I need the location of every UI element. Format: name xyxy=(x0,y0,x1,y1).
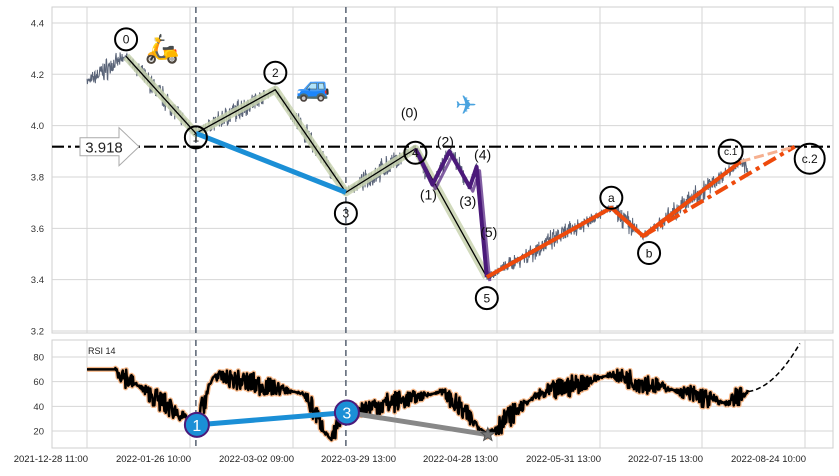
divergence-line xyxy=(196,410,348,428)
subwave-label: (2) xyxy=(437,133,454,149)
subwave-label: (4) xyxy=(474,147,491,163)
subwave-label: (5) xyxy=(480,224,497,240)
price-frame xyxy=(51,6,834,334)
target-level-label: 3.918 xyxy=(85,140,123,157)
y-tick-label: 20 xyxy=(33,427,44,438)
wave-label: 1 xyxy=(193,131,200,145)
correction-light-projection xyxy=(740,145,796,164)
x-tick-label: 2022-01-26 10:00 xyxy=(116,454,191,465)
x-tick-label: 2022-07-15 13:00 xyxy=(628,454,703,465)
correction-label-circle xyxy=(717,138,744,165)
correction-label: c.1 xyxy=(724,147,738,158)
wave-label-circle xyxy=(474,286,499,311)
correction-line xyxy=(485,159,742,279)
y-tick-label: 3.8 xyxy=(31,172,44,183)
divergence-star-line xyxy=(346,410,489,438)
x-tick-label: 2022-05-31 13:00 xyxy=(526,454,601,465)
star-icon xyxy=(479,426,496,442)
wave-label: 4 xyxy=(412,146,419,160)
x-tick-label: 2022-03-29 13:00 xyxy=(321,454,396,465)
price-panel: 3.2 3.4 3.6 3.8 4.0 4.2 4.4 3.918 0 1 2 3 4 5 (0) (1) (2… xyxy=(31,6,834,338)
y-tick-label: 3.6 xyxy=(31,224,44,235)
wave-label-circle xyxy=(114,27,139,52)
correction-label: b xyxy=(646,246,653,260)
correction-label-circle xyxy=(793,142,826,175)
scooter-icon: 🛵 xyxy=(145,33,180,65)
airplane-icon: ✈ xyxy=(455,90,477,120)
wave-label-circle xyxy=(263,60,288,85)
divergence-point xyxy=(333,399,360,426)
subwave-line-2 xyxy=(417,152,492,282)
y-tick-label: 4.0 xyxy=(31,121,44,132)
wave-label: 0 xyxy=(123,33,130,47)
rsi-panel: 20 40 60 80 RSI 14 1 3 xyxy=(33,339,834,449)
wave-label-circle xyxy=(183,125,208,150)
wave-label: 5 xyxy=(483,291,490,305)
subwave-label: (0) xyxy=(401,105,418,121)
wave-label-circle xyxy=(333,201,358,226)
wave-1-3-line xyxy=(194,131,347,195)
y-tick-label: 4.4 xyxy=(31,18,44,29)
correction-label: c.2 xyxy=(802,152,818,166)
divergence-point xyxy=(183,411,210,438)
y-tick-label: 3.4 xyxy=(31,275,44,286)
x-tick-label: 2022-08-24 10:00 xyxy=(731,454,806,465)
y-tick-label: 40 xyxy=(33,402,44,413)
subwave-label: (3) xyxy=(459,193,476,209)
x-axis: 2021-12-28 11:00 2022-01-26 10:00 2022-03-… xyxy=(14,454,806,465)
rsi-title: RSI 14 xyxy=(88,346,116,356)
wave-label-circle xyxy=(403,140,428,165)
divergence-label: 3 xyxy=(342,406,351,423)
y-tick-label: 4.2 xyxy=(31,70,44,81)
divergence-label: 1 xyxy=(192,418,201,435)
y-tick-label: 80 xyxy=(33,353,44,364)
correction-projection-line xyxy=(642,144,796,238)
target-arrow-icon xyxy=(79,126,140,167)
x-tick-label: 2022-03-02 09:00 xyxy=(219,454,294,465)
x-tick-label: 2021-12-28 11:00 xyxy=(14,454,88,465)
correction-label-circle xyxy=(599,185,624,210)
correction-label: a xyxy=(608,191,615,205)
x-tick-label: 2022-04-28 13:00 xyxy=(423,454,498,465)
wave-label: 3 xyxy=(343,207,350,221)
y-tick-label: 3.2 xyxy=(31,327,44,338)
car-icon: 🚙 xyxy=(296,71,331,103)
y-tick-label: 60 xyxy=(33,377,44,388)
subwave-label: (1) xyxy=(420,187,437,203)
correction-label-circle xyxy=(637,241,662,266)
rsi-projection-line xyxy=(748,343,801,393)
wave-label: 2 xyxy=(272,66,279,80)
